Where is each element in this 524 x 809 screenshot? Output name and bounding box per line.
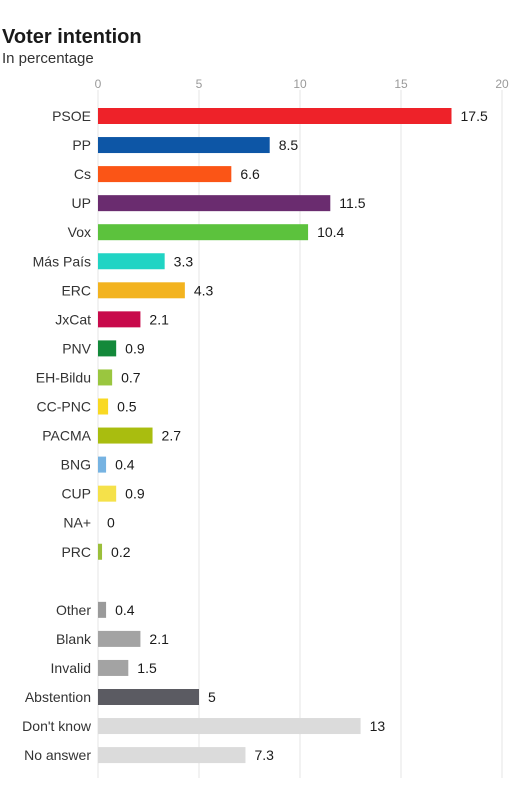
value-label: 0 xyxy=(107,515,115,531)
value-label: 7.3 xyxy=(254,747,274,763)
x-tick-label: 5 xyxy=(196,77,203,91)
value-label: 10.4 xyxy=(317,224,344,240)
value-label: 13 xyxy=(370,718,386,734)
value-label: 0.9 xyxy=(125,340,145,356)
chart-subtitle: In percentage xyxy=(2,50,94,67)
category-label: PACMA xyxy=(42,428,91,444)
category-label: PRC xyxy=(61,544,91,560)
category-label: Abstention xyxy=(25,689,91,705)
bar xyxy=(98,427,153,444)
value-label: 2.1 xyxy=(149,631,169,647)
category-label: Invalid xyxy=(51,660,91,676)
category-label: CC-PNC xyxy=(37,399,91,415)
category-label: No answer xyxy=(24,747,91,763)
category-label: PSOE xyxy=(52,108,91,124)
category-label: BNG xyxy=(61,457,91,473)
value-label: 4.3 xyxy=(194,282,214,298)
x-tick-label: 0 xyxy=(95,77,102,91)
category-label: Blank xyxy=(56,631,92,647)
bar xyxy=(98,718,361,735)
value-label: 0.7 xyxy=(121,369,141,385)
bar xyxy=(98,311,141,328)
bar xyxy=(98,369,113,386)
bar xyxy=(98,340,117,357)
bar xyxy=(98,195,331,212)
bar xyxy=(98,485,117,502)
category-label: PNV xyxy=(62,340,91,356)
category-label: CUP xyxy=(61,486,91,502)
bar xyxy=(98,137,270,154)
category-label: Don't know xyxy=(22,718,92,734)
bar xyxy=(98,601,107,618)
value-label: 1.5 xyxy=(137,660,157,676)
category-label: UP xyxy=(72,195,91,211)
x-tick-label: 15 xyxy=(394,77,408,91)
bar xyxy=(98,689,199,705)
value-label: 2.7 xyxy=(162,428,182,444)
value-label: 11.5 xyxy=(339,195,365,211)
category-label: ERC xyxy=(61,282,91,298)
category-label: NA+ xyxy=(63,515,91,531)
category-label: Vox xyxy=(68,224,91,240)
x-tick-label: 10 xyxy=(293,77,307,91)
value-label: 0.4 xyxy=(115,602,135,618)
bar xyxy=(98,224,309,241)
value-label: 3.3 xyxy=(174,253,194,269)
category-label: Other xyxy=(56,602,91,618)
category-label: PP xyxy=(72,137,91,153)
bar xyxy=(98,166,232,183)
category-label: EH-Bildu xyxy=(36,369,91,385)
chart-title: Voter intention xyxy=(2,26,142,48)
category-label: Cs xyxy=(74,166,91,182)
value-label: 2.1 xyxy=(149,311,169,327)
x-tick-label: 20 xyxy=(495,77,509,91)
value-label: 8.5 xyxy=(279,137,299,153)
value-label: 6.6 xyxy=(240,166,260,182)
bar xyxy=(98,282,185,299)
bar xyxy=(98,659,129,676)
bar xyxy=(98,456,107,473)
bar xyxy=(98,543,103,560)
bar xyxy=(98,747,246,764)
value-label: 0.4 xyxy=(115,457,135,473)
category-label: Más País xyxy=(33,253,91,269)
value-label: 17.5 xyxy=(461,108,488,124)
bar xyxy=(98,398,109,415)
value-label: 0.5 xyxy=(117,399,137,415)
value-label: 0.9 xyxy=(125,486,145,502)
bar xyxy=(98,253,165,270)
value-label: 5 xyxy=(208,689,216,705)
bar xyxy=(98,630,141,647)
value-label: 0.2 xyxy=(111,544,131,560)
bar xyxy=(98,108,452,124)
category-label: JxCat xyxy=(55,311,91,327)
